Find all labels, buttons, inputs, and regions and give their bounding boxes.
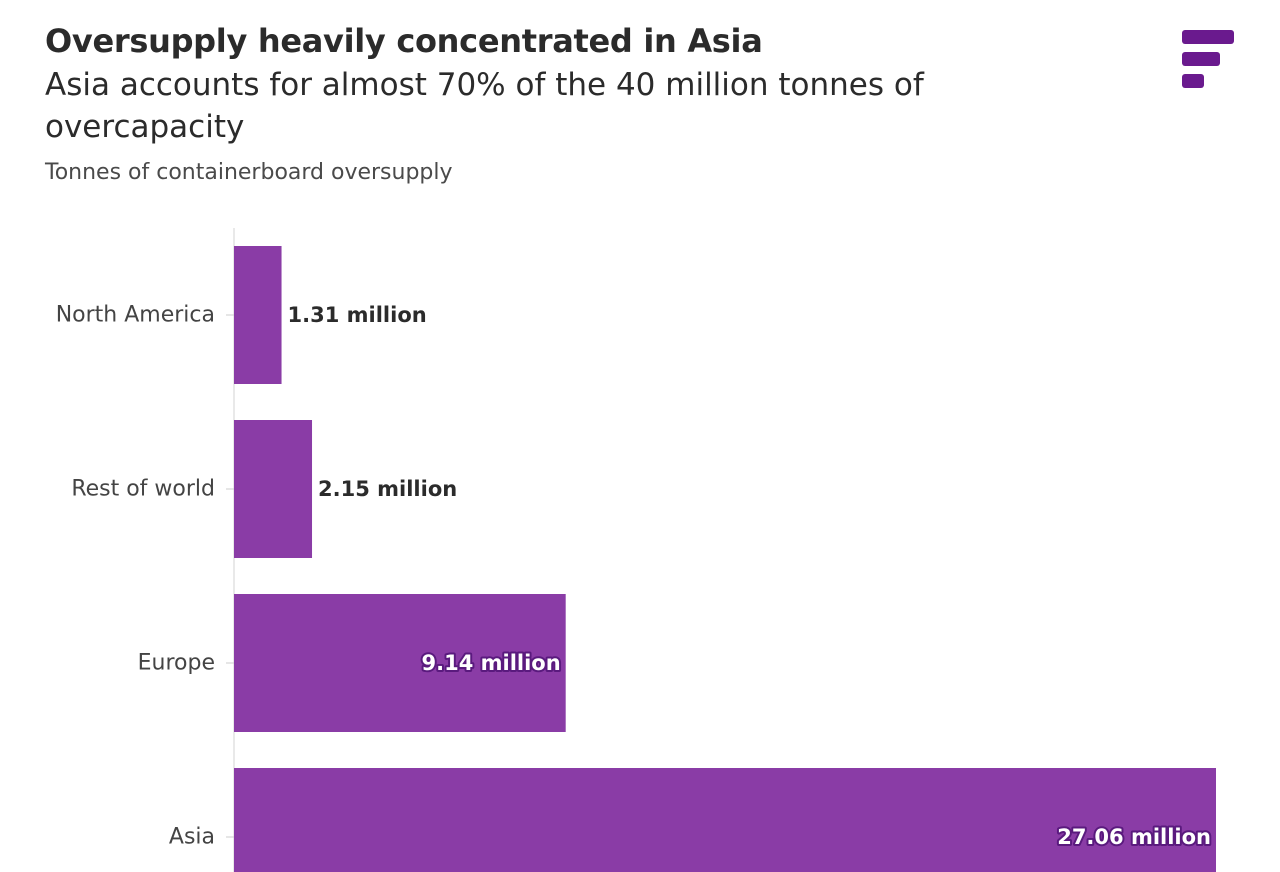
bar-value-label: 27.06 million [1057,825,1211,849]
chart-caption: Tonnes of containerboard oversupply [45,160,453,185]
bar [234,420,313,558]
category-label: Europe [138,651,215,676]
bar-value-label: 1.31 million [288,303,427,327]
logo-bar-top [1182,30,1234,44]
chart-subtitle: Asia accounts for almost 70% of the 40 m… [45,67,924,145]
category-label: Asia [169,825,215,850]
bar [234,594,566,732]
logo-bar-middle [1182,52,1220,66]
category-label: North America [56,303,215,328]
chart-title: Oversupply heavily concentrated in Asia [45,22,763,60]
bar [234,768,1216,872]
bar-value-label: 2.15 million [318,477,457,501]
brand-logo-icon [1182,30,1236,90]
category-label: Rest of world [71,477,215,502]
bar [234,246,282,384]
logo-bar-bottom [1182,74,1204,88]
bar-value-label: 9.14 million [422,651,561,675]
